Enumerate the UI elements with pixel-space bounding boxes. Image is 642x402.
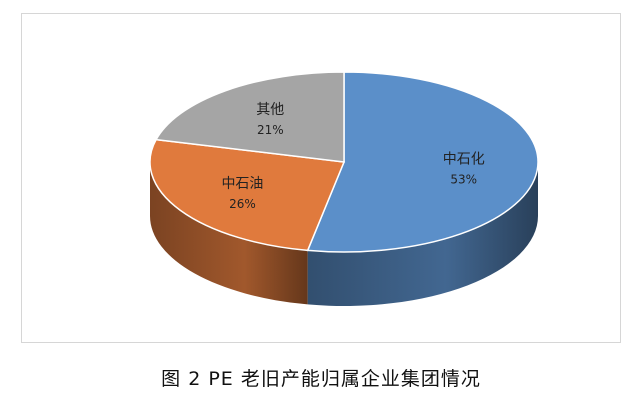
slice-label-2: 其他 xyxy=(256,102,284,118)
pie-chart: 中石化 53% 中石油 26% 其他 21% xyxy=(149,71,539,306)
figure-caption: 图 2 PE 老旧产能归属企业集团情况 xyxy=(161,368,481,390)
pie-slice-1 xyxy=(149,138,346,252)
slice-value-0: 53% xyxy=(450,172,477,186)
slice-label-0: 中石化 xyxy=(443,151,485,167)
pie-side-1 xyxy=(150,162,308,305)
pie-side-0 xyxy=(307,162,538,306)
pie-slice-0 xyxy=(306,71,539,253)
pie-slice-2 xyxy=(154,71,345,163)
chart-frame: 中石化 53% 中石油 26% 其他 21% xyxy=(21,13,621,343)
slice-value-2: 21% xyxy=(257,123,284,137)
slice-value-1: 26% xyxy=(229,197,256,211)
pie-side-walls xyxy=(150,162,538,306)
pie-labels: 中石化 53% 中石油 26% 其他 21% xyxy=(221,102,484,211)
pie-top-faces xyxy=(149,71,539,253)
slice-label-1: 中石油 xyxy=(221,176,263,192)
